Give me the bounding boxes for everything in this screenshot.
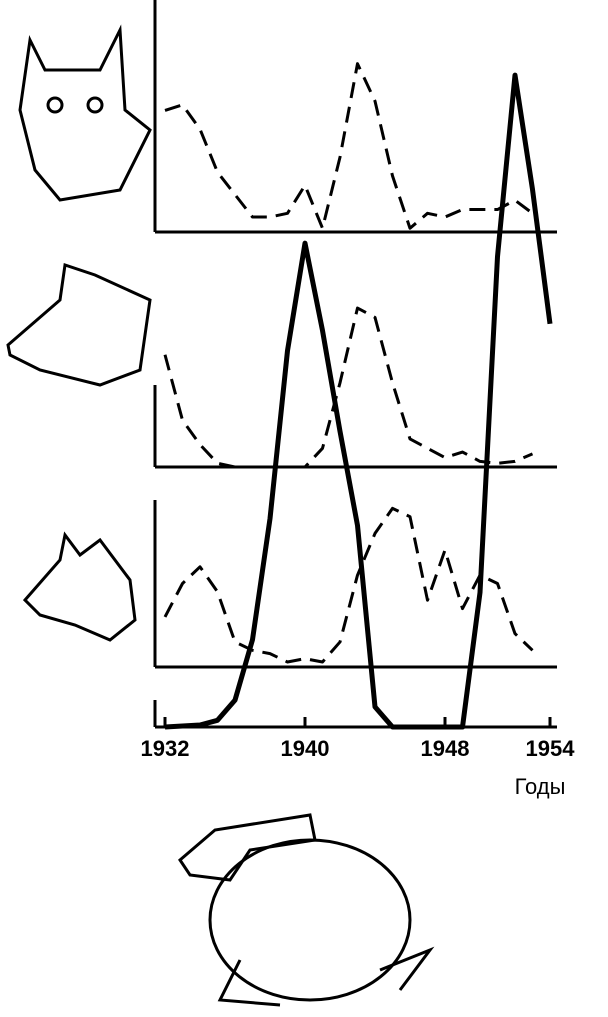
- x-tick-label: 1940: [281, 736, 330, 761]
- line: [164, 72, 553, 730]
- x-tick-label: 1948: [421, 736, 470, 761]
- x-axis-label: Годы: [515, 774, 566, 799]
- x-tick-label: 1954: [526, 736, 576, 761]
- fox-icon: [6, 263, 152, 387]
- line: [163, 306, 534, 469]
- x-tick-label: 1932: [141, 736, 190, 761]
- line: [164, 62, 534, 230]
- wolf-icon: [22, 531, 137, 642]
- hare-icon: [178, 813, 435, 1007]
- lynx-icon: [18, 24, 152, 202]
- line: [163, 506, 534, 664]
